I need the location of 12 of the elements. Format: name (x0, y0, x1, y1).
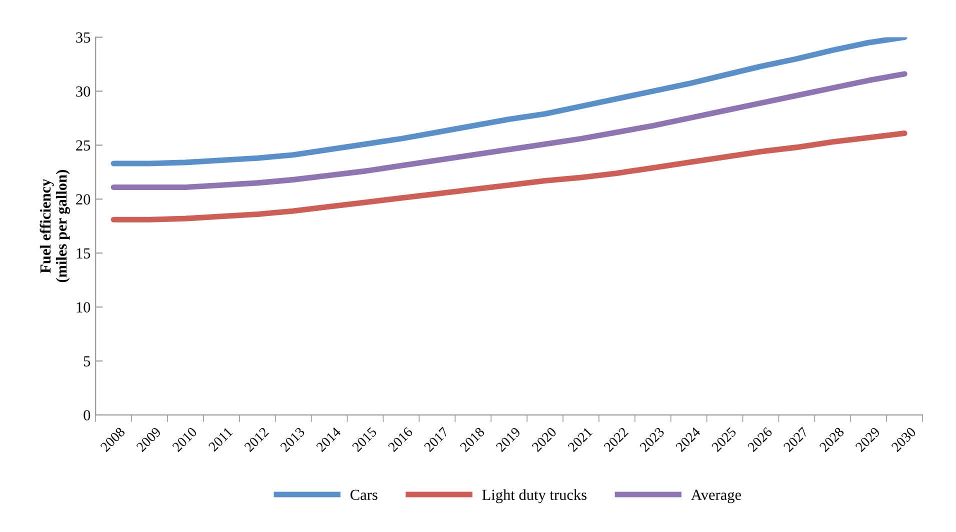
y-tick-label: 20 (76, 194, 90, 205)
legend-label: Light duty trucks (482, 489, 586, 504)
y-tick-label: 35 (76, 32, 90, 43)
y-tick-label: 30 (76, 86, 90, 97)
y-tick-label: 5 (84, 356, 90, 366)
legend-label: Cars (350, 490, 378, 500)
y-tick-label: 10 (76, 302, 90, 312)
y-axis-title: Fuel efficiency (miles per gallon) (40, 170, 70, 282)
legend-label: Average (691, 490, 742, 504)
y-tick-label: 15 (76, 248, 90, 259)
y-tick-label: 0 (84, 410, 90, 420)
y-tick-label: 25 (76, 140, 90, 151)
